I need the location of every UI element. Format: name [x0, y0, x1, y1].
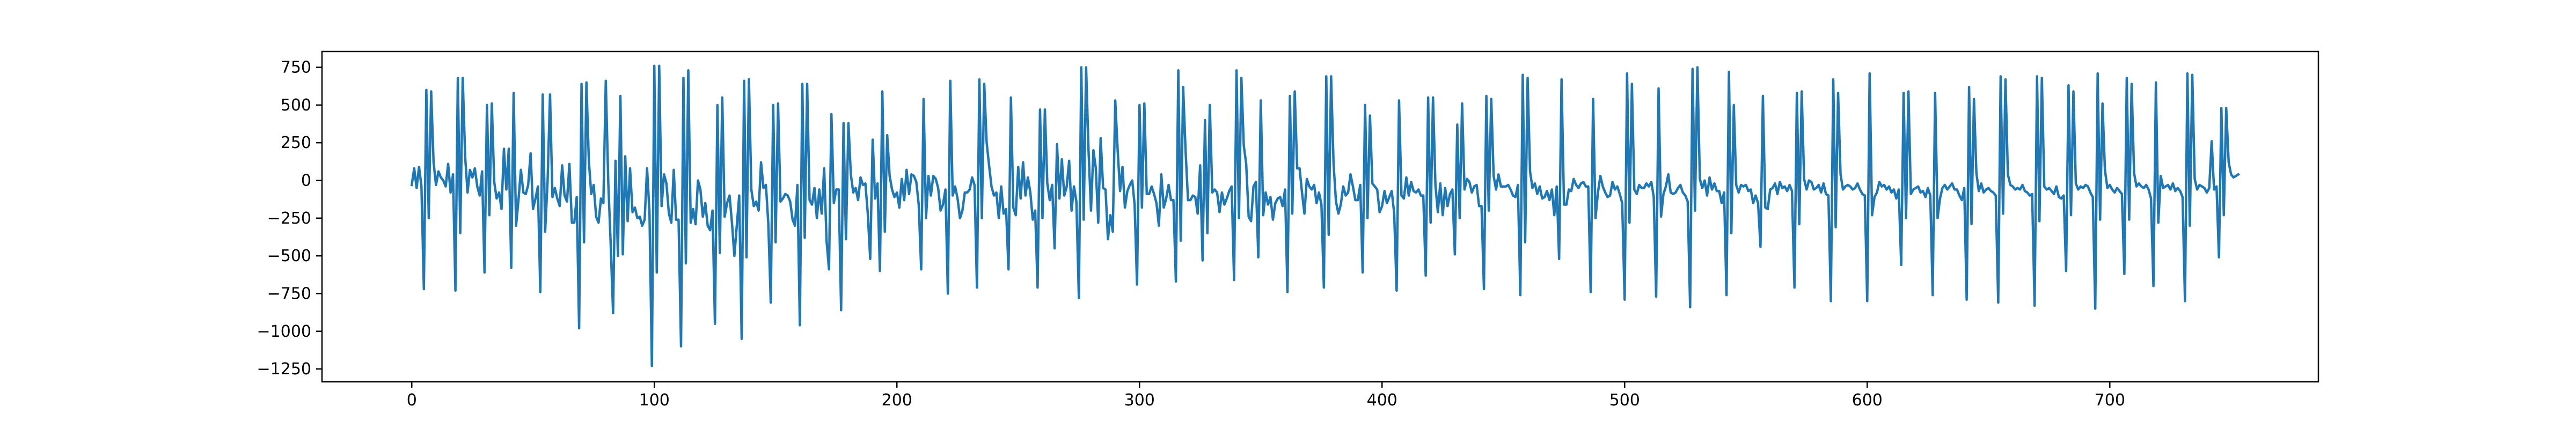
x-tick-label: 300 [1124, 391, 1155, 410]
x-tick-label: 600 [1852, 391, 1883, 410]
y-tick-label: −750 [267, 284, 311, 303]
x-tick-label: 100 [639, 391, 670, 410]
x-tick-label: 700 [2095, 391, 2125, 410]
series-line [410, 64, 2240, 367]
y-tick-label: −1000 [257, 322, 311, 341]
x-tick-label: 200 [882, 391, 912, 410]
x-tick-label: 400 [1367, 391, 1397, 410]
y-tick-label: −1250 [257, 360, 311, 379]
plot-frame [321, 50, 2319, 383]
y-axis: 750 500 250 0 −250 −500 −750 −1000 −1250 [257, 58, 322, 379]
y-tick-label: −250 [267, 209, 311, 228]
y-tick-label: 500 [281, 96, 311, 115]
y-tick-label: −500 [267, 247, 311, 265]
x-axis: 0 100 200 300 400 500 600 700 [407, 382, 2125, 410]
y-tick-label: 750 [281, 58, 311, 77]
y-tick-label: 0 [301, 171, 311, 190]
x-tick-label: 500 [1609, 391, 1640, 410]
y-tick-label: 250 [281, 134, 311, 152]
x-tick-label: 0 [407, 391, 417, 410]
